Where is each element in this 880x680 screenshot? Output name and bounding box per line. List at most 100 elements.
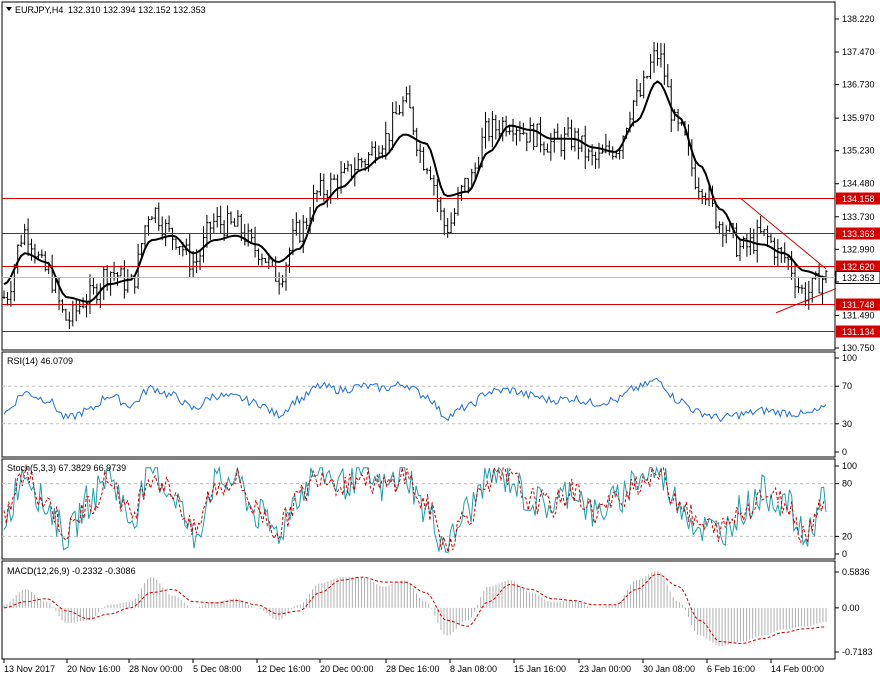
ohlc-bar — [676, 109, 680, 132]
ohlc-bar — [177, 246, 181, 255]
ohlc-bar — [356, 152, 360, 171]
ohlc-bar — [735, 222, 739, 258]
ohlc-bar — [212, 213, 216, 233]
ohlc-bar — [40, 249, 44, 259]
ohlc-bar — [250, 228, 254, 242]
ohlc-bar — [532, 123, 536, 151]
price-tick-label: 133.730 — [842, 212, 875, 222]
ohlc-bar — [552, 128, 556, 153]
macd-pane[interactable] — [1, 560, 836, 660]
stoch-signal-line — [3, 465, 827, 553]
indicator-tick-label: 0 — [842, 549, 847, 559]
level-price-box — [836, 227, 880, 240]
ohlc-bar — [85, 293, 89, 318]
level-price-box — [836, 325, 880, 338]
ohlc-bar — [463, 177, 467, 192]
ohlc-bar — [545, 143, 549, 153]
symbol-dropdown-icon[interactable] — [6, 7, 12, 11]
ohlc-bar — [645, 75, 649, 79]
ohlc-bar — [367, 152, 371, 172]
ohlc-bar — [535, 123, 539, 147]
ohlc-bar — [291, 218, 295, 256]
rsi-pane[interactable] — [1, 351, 836, 458]
ohlc-bar — [318, 172, 322, 196]
ohlc-bar — [205, 214, 209, 248]
ohlc-bar — [662, 43, 666, 85]
ohlc-bar — [817, 263, 821, 294]
ohlc-bar — [769, 232, 773, 244]
ohlc-bar — [9, 280, 13, 307]
main-pane[interactable] — [1, 1, 836, 351]
ohlc-bar — [208, 221, 212, 241]
ohlc-bar — [23, 223, 27, 246]
ohlc-bar — [583, 125, 587, 170]
ohlc-bar — [64, 308, 68, 321]
price-tick-label: 131.490 — [842, 310, 875, 320]
ohlc-bar — [277, 272, 281, 295]
ohlc-bar — [666, 63, 670, 88]
ohlc-bar — [360, 157, 364, 168]
ohlc-bar — [219, 205, 223, 234]
ohlc-bar — [257, 248, 261, 266]
stoch-pane[interactable] — [1, 458, 836, 560]
ascending-trendline[interactable] — [775, 288, 837, 314]
ohlc-bar — [411, 106, 415, 136]
ohlc-bar — [762, 229, 766, 236]
ohlc-bar — [91, 277, 95, 295]
ohlc-bar — [146, 216, 150, 236]
ohlc-bar — [473, 162, 477, 180]
ohlc-bar — [387, 133, 391, 152]
ohlc-bar — [263, 257, 267, 263]
time-label: 20 Nov 16:00 — [67, 664, 121, 674]
ohlc-bar — [652, 42, 656, 73]
ohlc-bar — [315, 190, 319, 203]
ohlc-bar — [401, 96, 405, 117]
stoch-main-line — [3, 465, 827, 553]
macd-tick-label: -0.7183 — [842, 647, 873, 657]
level-price-box — [836, 192, 880, 205]
ohlc-bar — [30, 238, 34, 261]
ohlc-bar — [717, 221, 721, 235]
ohlc-bar — [150, 216, 154, 221]
ohlc-bar — [16, 244, 20, 274]
ohlc-bar — [745, 233, 749, 257]
ohlc-bar — [752, 228, 756, 254]
time-label: 5 Dec 08:00 — [193, 664, 242, 674]
stoch-header: Stoch(5,3,3) 67.3829 66.9739 — [7, 463, 126, 473]
indicator-tick-label: 100 — [842, 461, 857, 471]
ohlc-bar — [422, 146, 426, 171]
price-tick-label: 134.480 — [842, 179, 875, 189]
ohlc-bar — [514, 127, 518, 146]
macd-signal-line — [3, 573, 827, 645]
ohlc-bar — [580, 135, 584, 153]
ohlc-bar — [391, 102, 395, 150]
ohlc-bar — [394, 101, 398, 115]
ohlc-bar — [700, 189, 704, 205]
indicator-tick-label: 0 — [842, 447, 847, 457]
rsi-header: RSI(14) 46.0709 — [7, 356, 73, 366]
ohlc-bar — [796, 276, 800, 293]
indicator-tick-label: 80 — [842, 479, 852, 489]
ohlc-bar — [342, 163, 346, 174]
indicator-tick-label: 20 — [842, 531, 852, 541]
ohlc-bar — [232, 218, 236, 227]
ohlc-bar — [5, 292, 9, 306]
ohlc-bar — [215, 206, 219, 228]
ohlc-bar — [229, 211, 233, 225]
ohlc-bar — [659, 42, 663, 68]
ohlc-bar — [449, 212, 453, 234]
ohlc-bar — [184, 238, 188, 255]
ohlc-bar — [428, 166, 432, 181]
ohlc-bar — [298, 219, 302, 243]
ohlc-bar — [294, 212, 298, 236]
ohlc-bar — [793, 263, 797, 299]
ohlc-bar — [415, 127, 419, 157]
indicator-tick-label: 30 — [842, 419, 852, 429]
price-tick-label: 136.730 — [842, 80, 875, 90]
time-label: 23 Jan 00:00 — [579, 664, 631, 674]
ohlc-bar — [95, 283, 99, 304]
ohlc-bar — [201, 226, 205, 263]
ohlc-bar — [322, 173, 326, 202]
ohlc-bar — [518, 121, 522, 142]
